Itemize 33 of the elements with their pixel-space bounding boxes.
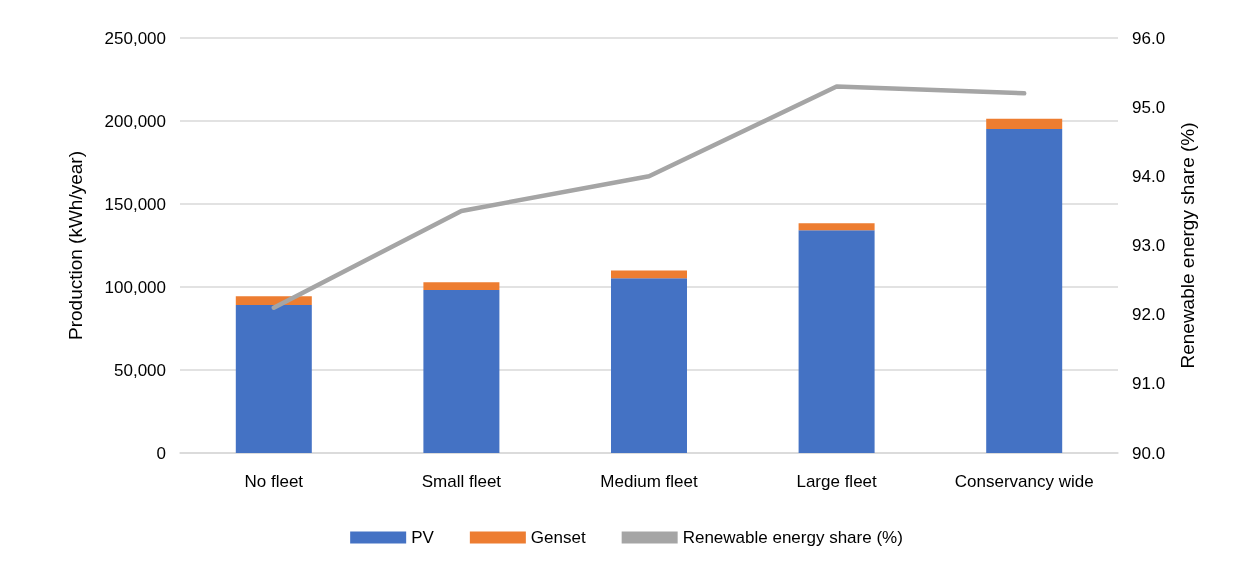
y-tick-label: 250,000 <box>104 28 166 48</box>
bar <box>986 118 1063 129</box>
y2-axis-title: Renewable energy share (%) <box>1177 122 1198 369</box>
y-tick-label: 200,000 <box>104 111 166 131</box>
bar <box>798 230 875 453</box>
bar <box>986 128 1063 453</box>
bar <box>611 270 687 279</box>
legend-label: PV <box>411 528 435 547</box>
y2-tick-label: 93.0 <box>1132 236 1166 255</box>
x-tick-label: Large fleet <box>796 472 878 491</box>
x-tick-label: Small fleet <box>421 472 502 491</box>
y2-tick-label: 92.0 <box>1132 305 1166 325</box>
y2-tick-label: 96.0 <box>1132 28 1166 48</box>
y-tick-label: 50,000 <box>114 360 166 380</box>
legend-label: Genset <box>530 528 586 547</box>
x-tick-label: Conservancy wide <box>954 472 1094 491</box>
y-tick-label: 150,000 <box>104 194 166 214</box>
x-tick-label: Medium fleet <box>600 472 698 491</box>
y2-tick-label: 94.0 <box>1132 166 1166 186</box>
bar <box>611 278 687 453</box>
legend-label: Renewable energy share (%) <box>682 528 903 547</box>
y2-tick-label: 95.0 <box>1132 97 1166 117</box>
y2-tick-label: 90.0 <box>1132 443 1166 463</box>
bar <box>235 304 312 453</box>
y2-tick-label: 91.0 <box>1132 374 1166 394</box>
bar <box>798 223 875 231</box>
line-series <box>271 84 1027 310</box>
bar <box>423 289 500 453</box>
y-tick-label: 0 <box>156 443 166 463</box>
x-tick-label: No fleet <box>244 472 304 491</box>
bar <box>423 282 500 290</box>
y-tick-label: 100,000 <box>104 277 166 297</box>
y-axis-title: Production (kWh/year) <box>65 150 86 341</box>
